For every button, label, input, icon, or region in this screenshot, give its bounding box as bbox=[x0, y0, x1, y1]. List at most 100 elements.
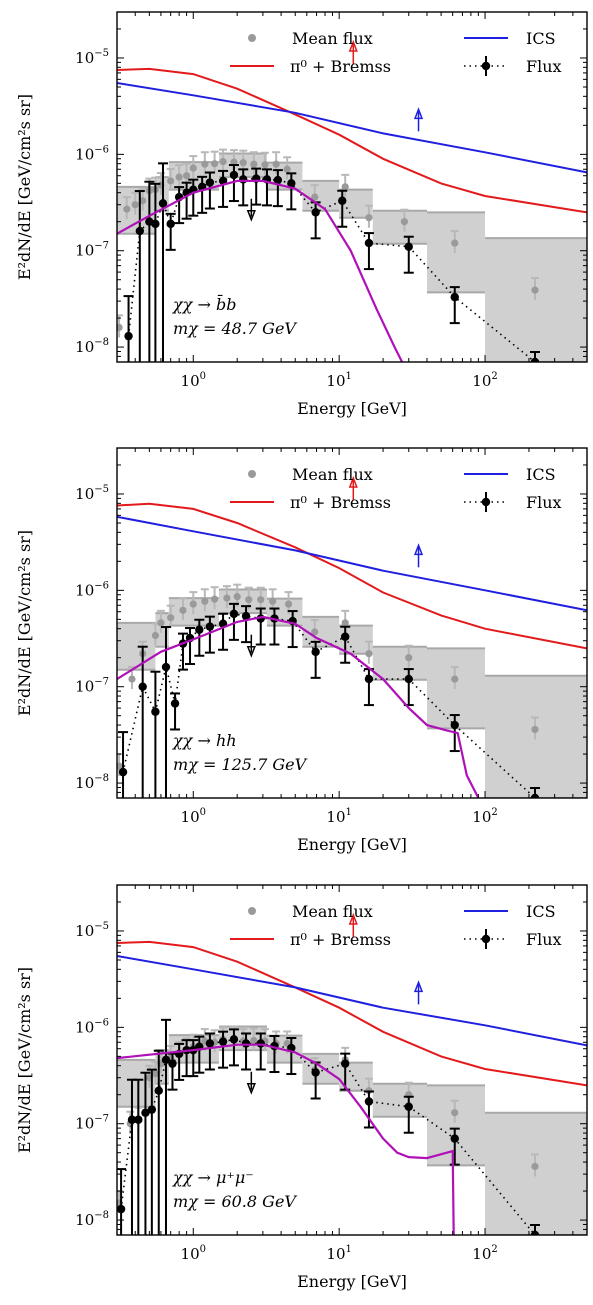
flux-point bbox=[404, 674, 413, 684]
legend-flux-label: Flux bbox=[526, 57, 562, 76]
flux-point bbox=[273, 175, 283, 185]
flux-point bbox=[141, 1108, 150, 1117]
mean-flux-point bbox=[400, 218, 408, 226]
x-tick-label: 102 bbox=[472, 807, 497, 826]
mean-flux-point bbox=[223, 594, 231, 602]
mean-flux-point bbox=[531, 286, 539, 294]
flux-point bbox=[161, 662, 171, 672]
flux-point bbox=[229, 1035, 239, 1044]
flux-point bbox=[338, 196, 347, 205]
flux-point bbox=[404, 1102, 413, 1111]
flux-point bbox=[404, 242, 413, 251]
pi0-bremss-line bbox=[117, 502, 587, 650]
plot-area bbox=[117, 912, 587, 1235]
mean-flux-point bbox=[245, 596, 253, 604]
mean-flux-point bbox=[531, 1162, 539, 1171]
flux-point bbox=[311, 1068, 320, 1077]
flux-point bbox=[530, 793, 540, 798]
legend-ics-label: ICS bbox=[526, 465, 556, 484]
x-axis-label: Energy [GeV] bbox=[297, 399, 407, 418]
flux-point bbox=[287, 179, 296, 188]
y-tick-label: 10−7 bbox=[75, 677, 109, 696]
mean-flux-point bbox=[239, 159, 247, 167]
mean-flux-point bbox=[167, 614, 175, 622]
flux-point bbox=[241, 611, 251, 621]
x-tick-label: 100 bbox=[181, 1244, 206, 1263]
pi0-bremss-line bbox=[117, 940, 587, 1087]
flux-point bbox=[170, 699, 180, 708]
legend-flux-marker bbox=[481, 61, 491, 71]
mean-flux-point bbox=[451, 675, 459, 683]
flux-point bbox=[168, 1059, 177, 1068]
flux-point bbox=[311, 208, 320, 217]
upper-limit-arrow-head bbox=[413, 980, 424, 993]
mean-flux-point bbox=[139, 197, 147, 205]
model-box bbox=[485, 1112, 587, 1235]
flux-point bbox=[147, 1105, 157, 1114]
mean-flux-point bbox=[175, 173, 183, 181]
legend-mean-label: Mean flux bbox=[292, 902, 373, 921]
axes-frame bbox=[116, 884, 588, 1236]
flux-point bbox=[229, 170, 239, 180]
mean-flux-point bbox=[210, 595, 219, 603]
mean-flux-point bbox=[179, 606, 187, 614]
model-box bbox=[426, 1085, 486, 1166]
y-tick-label: 10−5 bbox=[75, 484, 109, 503]
flux-point bbox=[340, 1059, 350, 1068]
x-tick-label: 101 bbox=[326, 371, 351, 390]
y-tick-label: 10−7 bbox=[75, 241, 109, 260]
plot-area bbox=[117, 39, 587, 362]
legend-mean-label: Mean flux bbox=[292, 29, 373, 48]
mean-flux-point bbox=[167, 177, 175, 185]
flux-upper-limit-head bbox=[246, 209, 256, 222]
ics-line bbox=[117, 515, 587, 612]
x-tick-label: 102 bbox=[472, 1244, 497, 1263]
flux-point bbox=[241, 1039, 251, 1048]
mean-flux-point bbox=[272, 160, 280, 168]
model-box bbox=[372, 1083, 427, 1117]
y-axis-label: E²dN/dE [GeV/cm²s sr] bbox=[15, 94, 34, 280]
flux-point bbox=[239, 175, 248, 184]
flux-point bbox=[158, 199, 168, 208]
mean-flux-point bbox=[257, 596, 265, 604]
flux-upper-limit-head bbox=[246, 1082, 256, 1095]
x-tick-label: 101 bbox=[326, 1244, 351, 1263]
dm-model-line bbox=[117, 615, 480, 798]
upper-limit-arrow-head bbox=[348, 475, 358, 488]
x-tick-label: 101 bbox=[326, 807, 351, 826]
flux-point bbox=[205, 178, 215, 187]
mean-flux-point bbox=[151, 631, 160, 640]
axes-frame bbox=[116, 11, 588, 363]
mean-flux-point bbox=[269, 597, 277, 605]
mean-flux-point bbox=[201, 597, 209, 605]
flux-point bbox=[450, 292, 459, 302]
ics-line bbox=[117, 82, 587, 174]
mean-flux-point bbox=[233, 593, 241, 601]
mean-flux-point bbox=[283, 165, 291, 173]
mean-flux-point bbox=[151, 1070, 160, 1078]
flux-point bbox=[218, 1037, 228, 1046]
y-tick-label: 10−7 bbox=[75, 1114, 109, 1133]
annotation-channel: χχ → b̄b bbox=[172, 293, 236, 314]
flux-point bbox=[229, 609, 239, 619]
flux-point bbox=[154, 1086, 163, 1095]
mean-flux-point bbox=[117, 762, 123, 770]
flux-point bbox=[530, 1230, 540, 1235]
mean-flux-point bbox=[210, 160, 219, 168]
upper-limit-arrow-head bbox=[413, 543, 424, 556]
annotation-mass: mχ = 125.7 GeV bbox=[173, 755, 308, 774]
mean-flux-point bbox=[250, 160, 258, 168]
legend-mean-marker bbox=[248, 34, 256, 42]
y-axis-label: E²dN/dE [GeV/cm²s sr] bbox=[15, 530, 34, 716]
flux-point bbox=[135, 226, 145, 236]
mean-flux-point bbox=[123, 205, 131, 213]
legend-ics-label: ICS bbox=[526, 29, 556, 48]
panel-2: 100 101 102 10−8 10−7 10−6 10−5 Energy [GeV] E²d… bbox=[15, 447, 588, 854]
mean-flux-point bbox=[219, 158, 227, 166]
flux-point bbox=[364, 238, 374, 248]
flux-point bbox=[161, 1055, 171, 1065]
mean-flux-point bbox=[311, 193, 319, 201]
axes-frame bbox=[116, 447, 588, 799]
mean-flux-point bbox=[189, 164, 197, 172]
